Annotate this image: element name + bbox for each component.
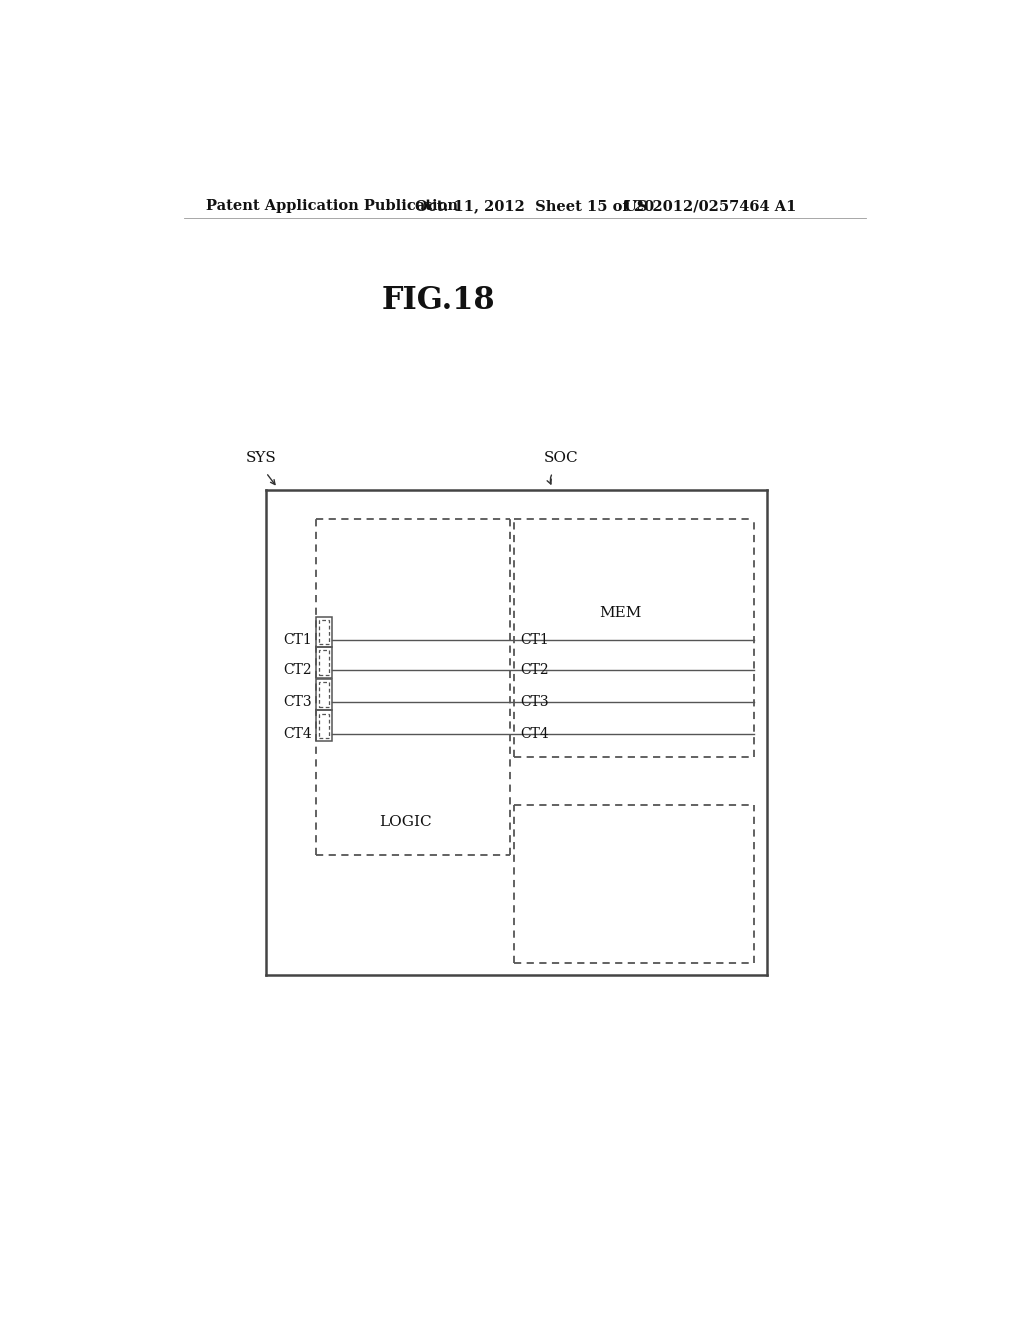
Text: CT2: CT2 <box>520 664 549 677</box>
Text: US 2012/0257464 A1: US 2012/0257464 A1 <box>624 199 797 213</box>
Bar <box>319 682 329 706</box>
Bar <box>319 619 329 644</box>
Text: Patent Application Publication: Patent Application Publication <box>206 199 458 213</box>
Text: FIG.18: FIG.18 <box>381 285 495 317</box>
Text: CT1: CT1 <box>283 632 311 647</box>
Bar <box>319 714 329 738</box>
Text: CT2: CT2 <box>283 664 311 677</box>
Bar <box>316 710 332 742</box>
Text: Oct. 11, 2012  Sheet 15 of 20: Oct. 11, 2012 Sheet 15 of 20 <box>415 199 654 213</box>
Text: CT1: CT1 <box>520 632 549 647</box>
Text: CT4: CT4 <box>283 726 311 741</box>
Text: MEM: MEM <box>599 606 641 619</box>
Text: CT3: CT3 <box>520 696 549 709</box>
Text: SOC: SOC <box>544 451 579 465</box>
Text: CT3: CT3 <box>283 696 311 709</box>
Bar <box>319 651 329 675</box>
Bar <box>316 616 332 647</box>
Bar <box>316 678 332 710</box>
Text: SYS: SYS <box>246 451 276 465</box>
Bar <box>316 647 332 678</box>
Text: LOGIC: LOGIC <box>379 816 432 829</box>
Text: CT4: CT4 <box>520 726 549 741</box>
